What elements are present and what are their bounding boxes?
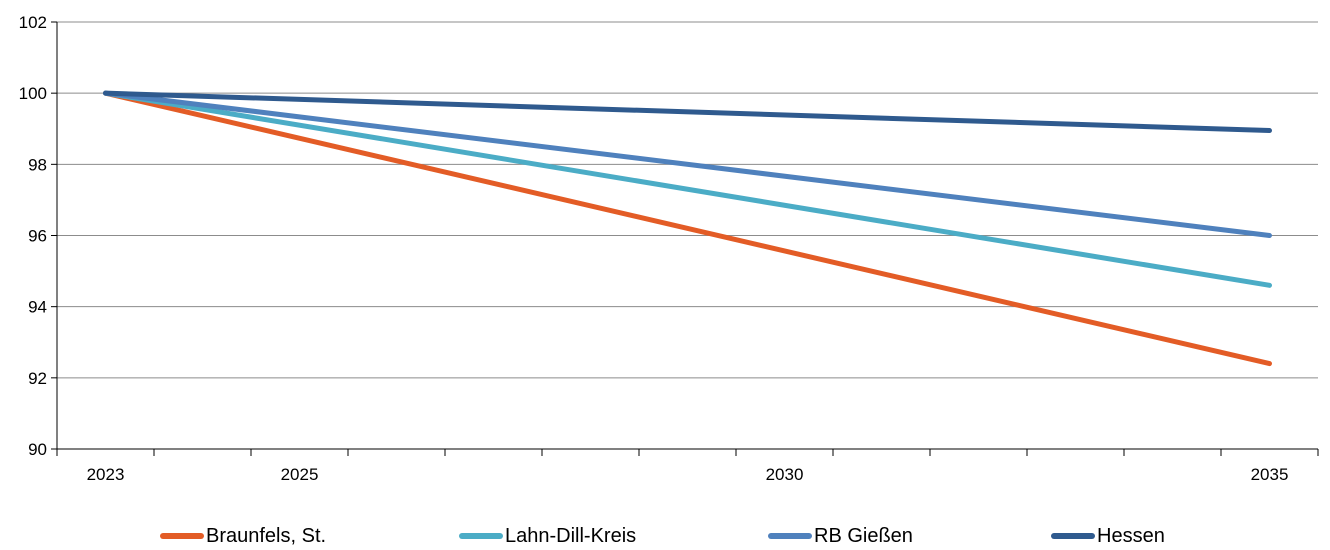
y-tick-label: 94: [28, 298, 47, 317]
legend: Braunfels, St. Lahn-Dill-Kreis RB Gießen…: [0, 522, 1330, 550]
x-tick-label: 2023: [87, 465, 125, 484]
legend-label-braunfels: Braunfels, St.: [206, 525, 327, 547]
chart-canvas: 90 92 94 96 98 100 102 2023 2025 2030 2035: [19, 13, 1319, 484]
legend-item-braunfels: Braunfels, St.: [160, 522, 326, 550]
series-line-hessen: [103, 90, 1272, 134]
x-tick-label: 2025: [281, 465, 319, 484]
legend-item-rb-giessen: RB Gießen: [768, 522, 913, 550]
legend-item-lahn-dill-kreis: Lahn-Dill-Kreis: [459, 522, 636, 550]
x-tick-label: 2030: [766, 465, 804, 484]
legend-swatch-braunfels: [160, 533, 204, 539]
legend-item-hessen: Hessen: [1051, 522, 1165, 550]
axes: [51, 21, 1319, 456]
legend-label-hessen: Hessen: [1097, 525, 1165, 547]
x-tick-label: 2035: [1251, 465, 1289, 484]
legend-swatch-lahn-dill-kreis: [459, 533, 503, 539]
y-tick-label: 90: [28, 440, 47, 459]
series-lines: [103, 90, 1272, 367]
y-tick-label: 98: [28, 155, 47, 174]
gridlines: [57, 21, 1318, 379]
series-line-braunfels-st-: [103, 90, 1272, 367]
legend-label-lahn-dill-kreis: Lahn-Dill-Kreis: [505, 525, 637, 547]
series-line-rb-gie-en: [103, 90, 1272, 238]
y-tick-label: 100: [19, 84, 47, 103]
y-tick-label: 102: [19, 13, 47, 32]
legend-swatch-rb-giessen: [768, 533, 812, 539]
y-tick-label: 96: [28, 227, 47, 246]
y-tick-label: 92: [28, 369, 47, 388]
legend-swatch-hessen: [1051, 533, 1095, 539]
series-line-lahn-dill-kreis: [103, 90, 1272, 288]
legend-label-rb-giessen: RB Gießen: [814, 525, 913, 547]
tick-labels: 90 92 94 96 98 100 102 2023 2025 2030 2035: [19, 13, 1289, 484]
